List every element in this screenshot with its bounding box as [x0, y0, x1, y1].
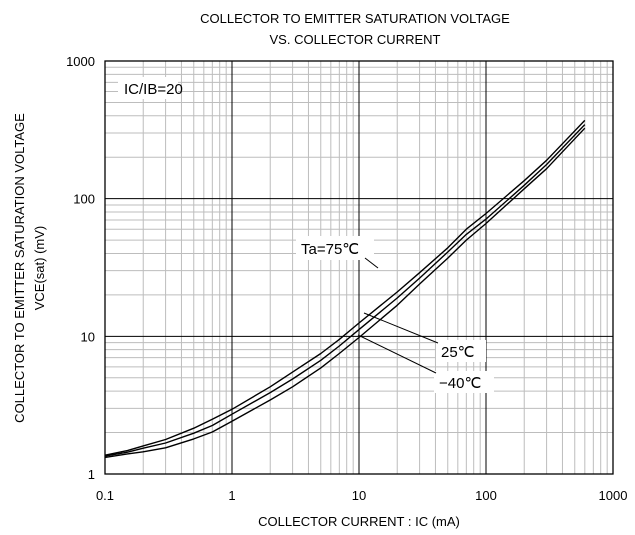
x-tick-label: 100 [475, 488, 497, 503]
series-leader-minus40c [357, 334, 437, 374]
y-tick-label: 1 [88, 467, 95, 482]
x-tick-label: 10 [352, 488, 366, 503]
series-label-box-minus40c [434, 371, 494, 393]
x-axis-label: COLLECTOR CURRENT : IC (mA) [258, 514, 460, 529]
x-tick-label: 1 [228, 488, 235, 503]
plot-frame [104, 60, 614, 475]
y-tick-label: 100 [73, 192, 95, 207]
x-tick-label: 0.1 [96, 488, 114, 503]
series-leader-25c [363, 312, 439, 344]
curves [104, 119, 586, 459]
curve-ta-75c [104, 119, 586, 456]
x-tick-label: 1000 [599, 488, 628, 503]
series-leader-75c [364, 257, 379, 269]
y-axis-label-line-2: VCE(sat) (mV) [32, 226, 47, 311]
series-label-25c: 25℃ [441, 344, 475, 361]
chart-title-line-2: VS. COLLECTOR CURRENT [270, 32, 441, 47]
series-label-minus40c: −40℃ [439, 375, 481, 392]
y-tick-label: 1000 [66, 54, 95, 69]
y-axis-label-line-1: COLLECTOR TO EMITTER SATURATION VOLTAGE [12, 113, 27, 423]
condition-label: IC/IB=20 [124, 81, 183, 98]
chart-title-line-1: COLLECTOR TO EMITTER SATURATION VOLTAGE [200, 11, 510, 26]
series-label-box-25c [436, 340, 486, 362]
series-label-75c: Ta=75℃ [301, 241, 359, 258]
condition-label-box [118, 77, 178, 99]
curve-ta-minus40c [104, 127, 586, 459]
curve-ta-25c [104, 124, 586, 457]
y-tick-label: 10 [81, 329, 95, 344]
series-label-box-75c [296, 236, 374, 260]
